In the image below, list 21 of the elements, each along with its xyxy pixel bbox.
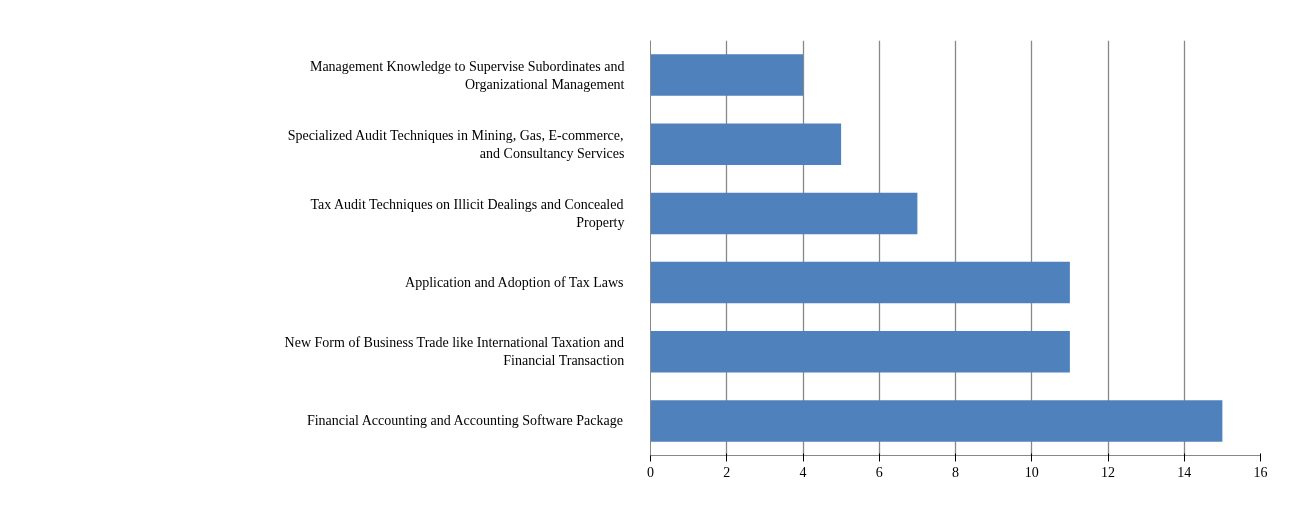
x-tick-label: 6 [875,464,883,480]
x-tick-label: 16 [1253,464,1268,480]
bar [650,400,1223,442]
y-tick-label: New Form of Business Trade like International Taxation and Financial Transaction [284,335,625,369]
x-tick-label: 14 [1177,464,1192,480]
y-tick-label: Financial Accounting and Accounting Software Package [306,413,623,429]
bar [650,192,918,235]
y-tick-label: Specialized Audit Techniques in Mining, Gas, E-commerce, and Consultancy Services [287,127,625,161]
x-tick-label: 4 [799,464,807,480]
bar [650,123,842,165]
bar [650,331,1070,373]
x-tick-label: 8 [952,464,959,480]
bar [650,54,803,96]
x-tick-label: 2 [723,464,731,480]
y-tick-label: Management Knowledge to Supervise Subordinates and Organizational Management [309,58,625,92]
y-tick-label: Tax Audit Techniques on Illicit Dealings and Concealed Property [310,196,625,230]
x-tick-label: 0 [647,464,654,480]
y-tick-label: Application and Adoption of Tax Laws [405,275,624,291]
x-tick-label: 12 [1101,464,1115,480]
bar [650,261,1070,304]
x-tick-label: 10 [1024,464,1039,480]
